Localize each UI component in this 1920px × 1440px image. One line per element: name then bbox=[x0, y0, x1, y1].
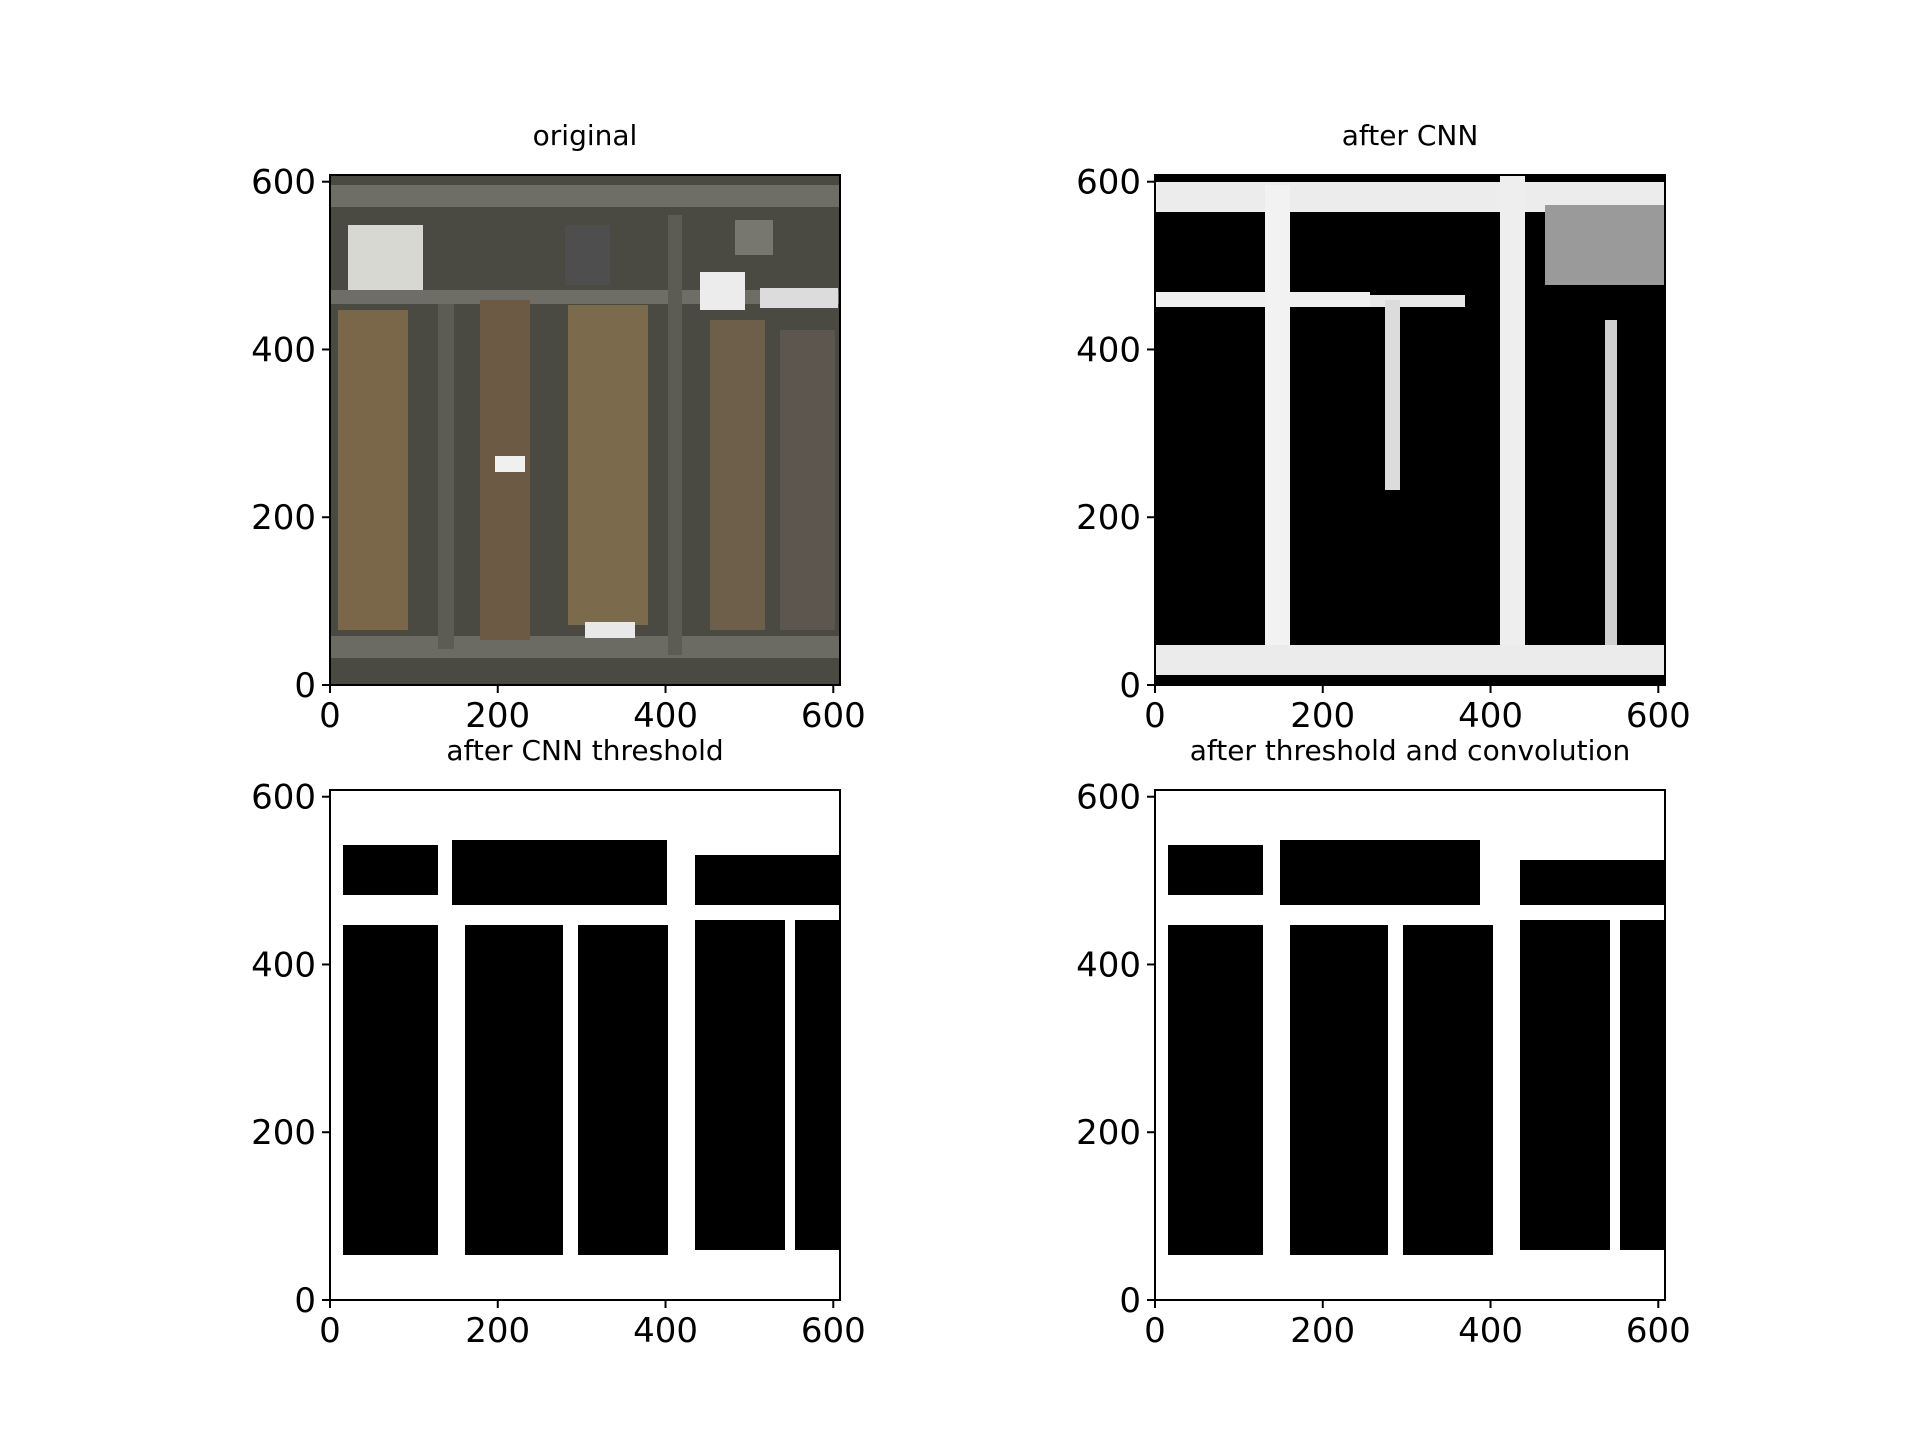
panel-title: after CNN bbox=[1342, 119, 1479, 152]
panel-image-original bbox=[330, 175, 840, 685]
x-tick-label: 200 bbox=[1290, 1311, 1355, 1351]
y-tick-label: 200 bbox=[251, 1113, 316, 1153]
y-tick-label: 200 bbox=[251, 498, 316, 538]
y-tick-label: 0 bbox=[1119, 666, 1141, 706]
x-tick-label: 200 bbox=[1290, 696, 1355, 736]
x-tick-label: 600 bbox=[1626, 1311, 1691, 1351]
x-tick-label: 400 bbox=[1458, 1311, 1523, 1351]
y-tick-label: 0 bbox=[294, 666, 316, 706]
panel-title: original bbox=[533, 119, 638, 152]
panel-after-cnn: after CNN 0 200 400 600 0 200 400 600 bbox=[1076, 119, 1691, 736]
panel-after-cnn-threshold: after CNN threshold 0 200 400 600 0 200 400 600 bbox=[251, 734, 866, 1351]
x-tick-label: 600 bbox=[1626, 696, 1691, 736]
y-tick-label: 200 bbox=[1076, 498, 1141, 538]
y-tick-label: 200 bbox=[1076, 1113, 1141, 1153]
x-tick-label: 200 bbox=[465, 1311, 530, 1351]
panel-title: after threshold and convolution bbox=[1190, 734, 1631, 767]
x-tick-label: 400 bbox=[633, 1311, 698, 1351]
y-tick-label: 600 bbox=[1076, 163, 1141, 203]
panel-image-after-threshold-and-convolution bbox=[1155, 790, 1665, 1300]
x-tick-label: 600 bbox=[801, 696, 866, 736]
panel-original: original 0 200 400 600 0 200 400 600 bbox=[251, 119, 866, 736]
x-tick-label: 0 bbox=[319, 1311, 341, 1351]
x-tick-label: 0 bbox=[1144, 1311, 1166, 1351]
y-tick-label: 0 bbox=[1119, 1281, 1141, 1321]
y-tick-label: 600 bbox=[251, 163, 316, 203]
y-tick-label: 600 bbox=[1076, 778, 1141, 818]
panel-image-after-cnn bbox=[1155, 175, 1665, 685]
y-tick-label: 400 bbox=[251, 945, 316, 985]
x-tick-label: 0 bbox=[1144, 696, 1166, 736]
x-tick-label: 200 bbox=[465, 696, 530, 736]
panel-image-after-cnn-threshold bbox=[330, 790, 840, 1300]
x-tick-label: 0 bbox=[319, 696, 341, 736]
y-tick-label: 400 bbox=[1076, 330, 1141, 370]
panel-after-threshold-and-convolution: after threshold and convolution 0 200 400 6… bbox=[1076, 734, 1691, 1351]
x-tick-label: 600 bbox=[801, 1311, 866, 1351]
y-tick-label: 0 bbox=[294, 1281, 316, 1321]
y-tick-label: 400 bbox=[251, 330, 316, 370]
y-tick-label: 400 bbox=[1076, 945, 1141, 985]
y-tick-label: 600 bbox=[251, 778, 316, 818]
x-tick-label: 400 bbox=[633, 696, 698, 736]
panel-title: after CNN threshold bbox=[446, 734, 723, 767]
x-tick-label: 400 bbox=[1458, 696, 1523, 736]
